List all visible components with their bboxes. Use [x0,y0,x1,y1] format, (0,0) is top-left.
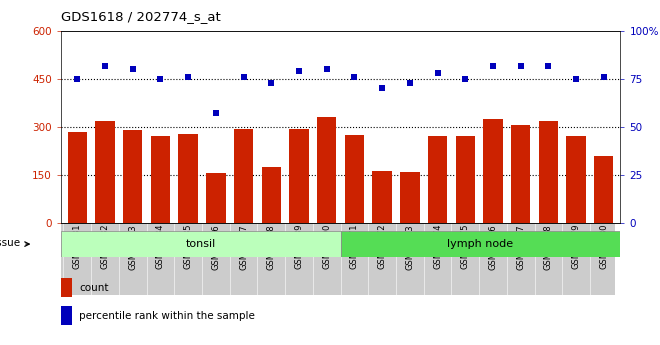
Point [349,74,360,80]
Point [72,76,82,82]
Bar [594,156,614,223]
Point [599,74,609,80]
Bar [261,167,281,223]
Bar [317,117,337,223]
Point [155,76,166,82]
Point [377,86,387,91]
Bar [67,131,87,223]
Bar [483,119,503,223]
Bar [178,134,198,223]
Point [405,80,415,86]
Bar [206,173,226,223]
Bar [428,136,447,223]
Bar [455,136,475,223]
Bar [511,125,531,223]
Bar [61,223,615,295]
Bar [61,231,341,257]
Point [571,76,581,82]
Point [460,76,471,82]
Bar [95,121,115,223]
Point [543,63,554,68]
Bar [150,136,170,223]
Text: tonsil: tonsil [185,239,216,249]
Point [321,67,332,72]
Bar [61,278,73,297]
Bar [123,130,143,223]
Text: count: count [79,283,109,293]
Point [432,70,443,76]
Bar [539,121,558,223]
Bar [372,171,392,223]
Bar [61,306,73,325]
Point [515,63,526,68]
Bar [289,129,309,223]
Point [238,74,249,80]
Point [266,80,277,86]
Text: GDS1618 / 202774_s_at: GDS1618 / 202774_s_at [61,10,220,23]
Point [294,69,304,74]
Point [488,63,498,68]
Bar [234,129,253,223]
Point [100,63,110,68]
Text: lymph node: lymph node [447,239,513,249]
Bar [345,135,364,223]
Point [211,111,221,116]
Text: tissue: tissue [0,238,21,248]
Bar [400,172,420,223]
Bar [341,231,620,257]
Point [183,74,193,80]
Bar [566,136,586,223]
Text: percentile rank within the sample: percentile rank within the sample [79,311,255,321]
Point [127,67,138,72]
